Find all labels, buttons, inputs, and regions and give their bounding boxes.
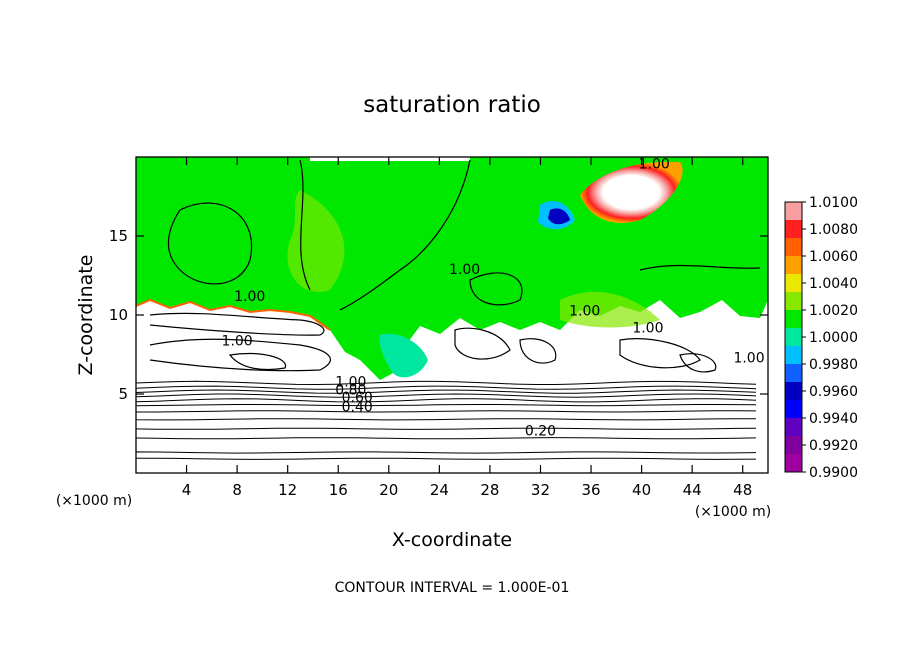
contour-label: 1.00: [569, 303, 600, 319]
contour-line: [136, 410, 757, 413]
colorbar-label: 1.0060: [809, 249, 858, 265]
contour-line: [136, 380, 757, 386]
y-axis-title: Z-coordinate: [75, 255, 97, 376]
x-tick-label: 36: [581, 481, 600, 499]
x-tick-label: 12: [278, 481, 297, 499]
contour-label: 0.20: [525, 423, 556, 439]
contour-label: 1.00: [335, 374, 366, 390]
x-axis: 4 8 12 16 20 24 28 32 36 40 44 48: [182, 157, 752, 499]
y-tick-label: 5: [118, 385, 128, 403]
colorbar-swatch: [785, 418, 802, 437]
x-tick-label: 8: [232, 481, 242, 499]
colorbar-label: 0.9940: [809, 411, 858, 427]
low-level-contours: [136, 380, 757, 460]
colorbar-swatch: [785, 400, 802, 419]
contour-label: 1.00: [449, 262, 480, 278]
contour-line: [136, 393, 757, 398]
colorbar-swatch: [785, 274, 802, 293]
colorbar-label: 0.9920: [809, 438, 858, 454]
contour-label: 0.40: [342, 400, 373, 416]
colorbar-swatch: [785, 292, 802, 311]
colorbar-swatch: [785, 238, 802, 257]
top-white-band: [310, 157, 470, 161]
plot-area: [136, 157, 768, 473]
contour-line: [136, 437, 757, 440]
x-tick-label: 16: [329, 481, 348, 499]
colorbar-swatch: [785, 202, 802, 221]
contour-label: 1.00: [222, 333, 253, 349]
x-tick-label: 48: [733, 481, 752, 499]
colorbar-swatch: [785, 454, 802, 473]
z-unit-label: (×1000 m): [56, 493, 132, 509]
colorbar-label: 1.0020: [809, 303, 858, 319]
colorbar-swatch: [785, 256, 802, 275]
supersaturated-cloud-core: [580, 161, 683, 223]
x-unit-label: (×1000 m): [695, 504, 771, 520]
colorbar-swatch: [785, 436, 802, 455]
x-tick-label: 40: [632, 481, 651, 499]
subsaturated-patch-1: [379, 333, 428, 378]
contour-line: [136, 398, 757, 403]
contour-label: 1.00: [733, 351, 764, 367]
contour-label: 0.80: [335, 382, 366, 398]
contour-label: 1.00: [639, 156, 670, 172]
x-tick-label: 44: [683, 481, 702, 499]
x-tick-label: 24: [430, 481, 449, 499]
colorbar-swatch: [785, 382, 802, 401]
contour-label: 1.00: [234, 289, 265, 305]
colorbar-label: 1.0100: [809, 195, 858, 211]
contour-line: [136, 457, 757, 460]
y-axis: 5 10 15: [109, 227, 768, 403]
colorbar-swatch: [785, 220, 802, 239]
contour-line: [136, 404, 757, 407]
x-tick-label: 20: [379, 481, 398, 499]
colorbar: 1.0100 1.0080 1.0060 1.0040 1.0020 1.0000 0.99…: [784, 195, 858, 481]
boundary-orange-rim: [136, 298, 331, 331]
colorbar-label: 1.0000: [809, 330, 858, 346]
colorbar-label: 1.0080: [809, 222, 858, 238]
colorbar-label: 0.9980: [809, 357, 858, 373]
cloud-contours: [149, 159, 761, 373]
contour-label: 0.60: [342, 390, 373, 406]
contour-line: [136, 451, 757, 454]
colorbar-label: 0.9900: [809, 465, 858, 481]
contour-line: [136, 427, 757, 430]
y-tick-label: 15: [109, 227, 128, 245]
colorbar-swatch: [785, 364, 802, 383]
y-tick-label: 10: [109, 306, 128, 324]
colorbar-swatch: [785, 346, 802, 365]
x-tick-label: 32: [531, 481, 550, 499]
colorbar-swatch: [785, 328, 802, 347]
x-tick-label: 4: [182, 481, 192, 499]
chart-title: saturation ratio: [363, 92, 541, 118]
colorbar-label: 1.0040: [809, 276, 858, 292]
supersaturated-patch-2: [560, 291, 660, 328]
contour-line: [136, 418, 756, 421]
subsaturated-core-2: [548, 208, 570, 225]
x-tick-label: 28: [480, 481, 499, 499]
contour-labels: 1.001.001.001.001.001.001.001.000.800.60…: [222, 156, 765, 439]
x-axis-title: X-coordinate: [392, 529, 512, 551]
colorbar-swatch: [785, 310, 802, 329]
contour-label: 1.00: [632, 321, 663, 337]
contour-interval-note: CONTOUR INTERVAL = 1.000E-01: [335, 580, 570, 596]
contour-line: [136, 385, 757, 390]
colorbar-label: 0.9960: [809, 384, 858, 400]
contour-line: [136, 389, 757, 394]
